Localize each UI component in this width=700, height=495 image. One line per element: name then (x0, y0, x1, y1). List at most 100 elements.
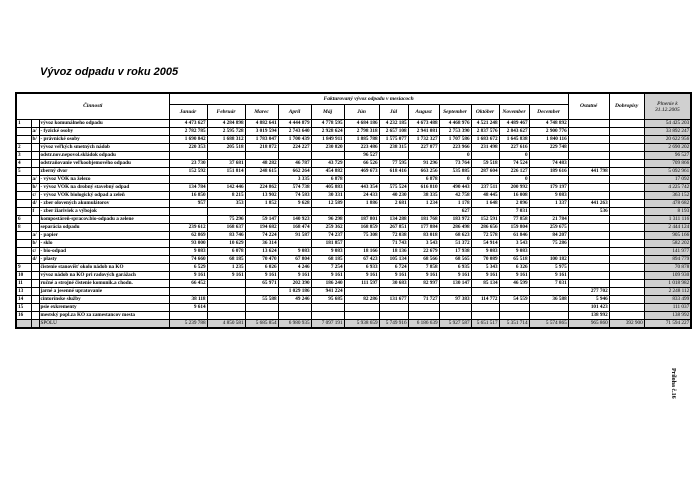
cell-value: 1 690 842 (168, 135, 208, 144)
cell-value: 5 946 (567, 295, 610, 304)
cell-value (343, 175, 380, 184)
cell-value: 1 700 439 (277, 135, 312, 144)
cell-value: 48 445 (470, 191, 500, 200)
header-month: Marec (244, 104, 279, 120)
cell-value (608, 151, 645, 160)
header-month: Máj (310, 104, 345, 120)
cell-value: 18 136 (378, 247, 409, 256)
row-sub: f (30, 207, 40, 216)
cell-value (608, 247, 645, 256)
cell-value: 4 673 488 (407, 119, 440, 128)
cell-value: 68 185 (206, 255, 246, 264)
row-sub: a/ (30, 127, 40, 136)
cell-value: 21 784 (528, 215, 569, 224)
cell-value: 4 468 976 (438, 119, 472, 128)
row-sub: d/ (30, 199, 40, 208)
cell-value: 37 681 (206, 159, 246, 168)
table-row: 15 psie exkrementy 9 614 101 423 111 037 (15, 303, 692, 312)
cell-value: 9 083 (470, 247, 500, 256)
row-sub (30, 159, 40, 168)
cell-value (168, 215, 208, 224)
cell-value: 152 592 (168, 167, 208, 176)
cell-value: 4 444 879 (277, 119, 312, 128)
cell-value: 1 886 (343, 199, 380, 208)
cell-value: 4 284 898 (206, 119, 246, 128)
cell-value (608, 127, 645, 136)
row-activity: - bio-odpad (38, 247, 170, 256)
cell-value (608, 223, 645, 232)
cell-value: 75 286 (528, 239, 569, 248)
cell-value: 72 578 (470, 231, 500, 240)
cell-value: 1 732 327 (407, 135, 440, 144)
cell-value: 490 443 (438, 183, 472, 192)
header-month: September (438, 104, 472, 120)
cell-value: 74 524 (498, 159, 530, 168)
cell-value (567, 279, 610, 288)
cell-value: 70 878 (643, 263, 692, 272)
cell-value: 187 801 (343, 215, 380, 224)
cell-value (206, 279, 246, 288)
cell-value: 70 470 (244, 255, 279, 264)
cell-value: 287 604 (470, 167, 500, 176)
cell-value (608, 167, 645, 176)
cell-value (438, 303, 472, 312)
cell-value: 2 753 390 (438, 127, 472, 136)
cell-value: 181 768 (407, 215, 440, 224)
cell-value: 202 390 (277, 279, 312, 288)
cell-value: 237 511 (470, 183, 500, 192)
row-number: 3 (15, 151, 32, 160)
cell-value: 96 527 (643, 151, 692, 160)
row-activity: zberný dvor (38, 167, 170, 176)
row-number (15, 127, 32, 136)
header-month: Február (206, 104, 246, 120)
table-row: b/- právnické osoby 1 690 842 1 688 312 1 7… (15, 135, 692, 144)
table-row: d/- zber olovených akumulátorov 957 353 1 8… (15, 199, 692, 208)
cell-value: 4 882 641 (244, 119, 279, 128)
cell-value: 24 433 (343, 191, 380, 200)
row-number: 13 (15, 287, 32, 296)
cell-value (206, 207, 246, 216)
cell-value: 5 092 961 (643, 167, 692, 176)
cell-value (608, 191, 645, 200)
cell-value: 1 235 (206, 263, 246, 272)
cell-value: 8 215 (206, 191, 246, 200)
cell-value: 230 820 (310, 143, 345, 152)
cell-value: 82 997 (407, 279, 440, 288)
cell-value: 2 928 624 (310, 127, 345, 136)
table-row: 11 ručné a strojné čistenie komunik.a cho… (15, 279, 692, 288)
cell-value: 2 941 081 (407, 127, 440, 136)
row-activity: cintorínske služby (38, 295, 170, 304)
row-sub (30, 223, 40, 232)
cell-value: 17 092 (643, 175, 692, 184)
waste-table: Činnosti Fakturovaný vývoz odpadu v mesi… (15, 92, 693, 329)
table-row: c/- vývoz VOK biologický odpad a zeleň 16… (15, 191, 692, 200)
cell-value: 194 682 (244, 223, 279, 232)
cell-value: 3 019 594 (244, 127, 279, 136)
row-activity: čistenie stanovíšť okolo nádob na KO (38, 263, 170, 272)
cell-value (608, 143, 645, 152)
cell-value: 0 (498, 151, 530, 160)
cell-value: 68 566 (407, 255, 440, 264)
cell-value: 2 444 124 (643, 223, 692, 232)
cell-value: 189 616 (528, 167, 569, 176)
cell-value: 10 629 (206, 239, 246, 248)
cell-value: 36 588 (528, 295, 569, 304)
cell-value (277, 311, 312, 320)
total-value: 5 927 587 (438, 319, 472, 329)
cell-value: 13 624 (244, 247, 279, 256)
table-row: 4 odstraňovanie veľkoobjemového odpadu 23 … (15, 159, 692, 168)
cell-value (277, 239, 312, 248)
cell-value (343, 287, 380, 296)
cell-value (567, 271, 610, 280)
cell-value: 957 (168, 199, 208, 208)
cell-value: 51 372 (438, 239, 472, 248)
cell-value: 142 446 (206, 183, 246, 192)
row-activity: - sklo (38, 239, 170, 248)
cell-value: 75 296 (206, 215, 246, 224)
cell-value (567, 151, 610, 160)
cell-value: 9 161 (343, 271, 380, 280)
cell-value: 1 849 911 (310, 135, 345, 144)
row-number: 10 (15, 271, 32, 280)
cell-value (470, 207, 500, 216)
cell-value: 100 182 (528, 255, 569, 264)
